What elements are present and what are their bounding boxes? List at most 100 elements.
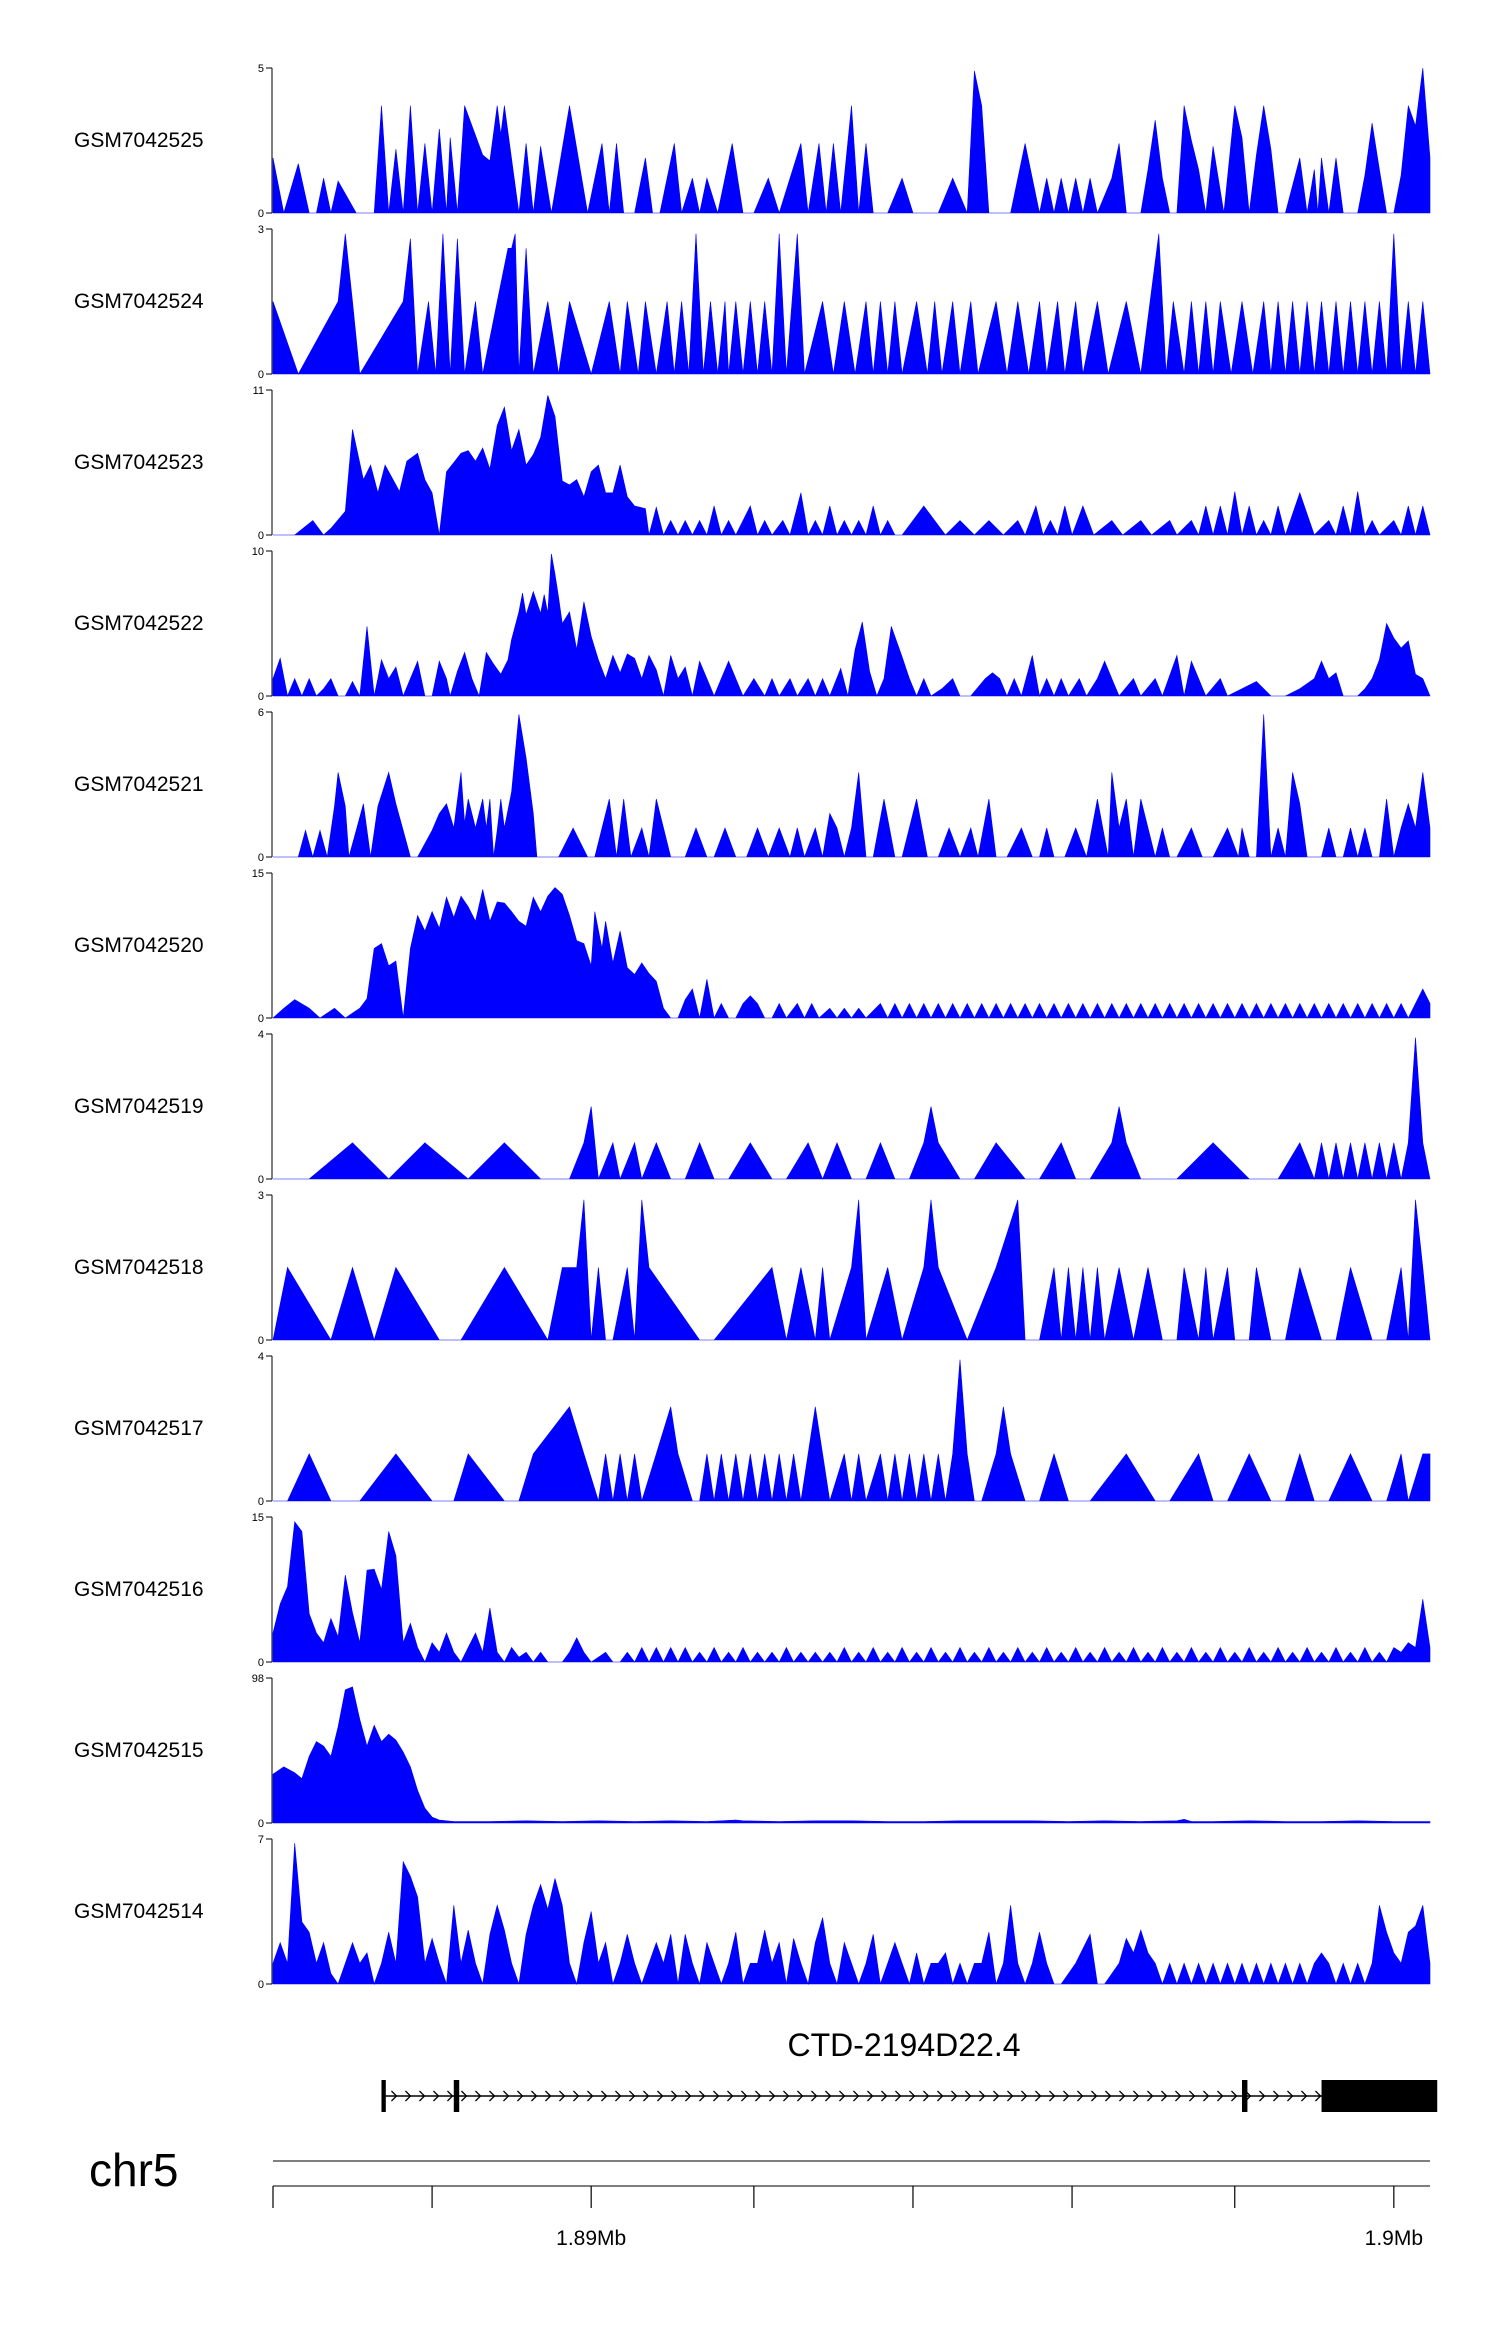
strand-arrow [1203,2090,1210,2102]
strand-arrow [1077,2090,1084,2102]
coverage-area [272,67,1431,215]
track: GSM7042515 98 0 [74,1673,1431,1830]
strand-arrow [1091,2090,1098,2102]
chromosome-label: chr5 [89,2144,178,2196]
strand-arrow [853,2090,860,2102]
coverage-area [273,1037,1431,1181]
coverage-area [273,395,1431,537]
strand-arrow [713,2090,720,2102]
axis-tick-label: 1.9Mb [1365,2227,1423,2250]
strand-arrow [629,2090,636,2102]
genomic-axis: 1.89Mb 1.9Mb [272,2186,1423,2250]
strand-arrow [1049,2090,1056,2102]
y-min-label: 0 [258,530,264,542]
track-label: GSM7042519 [74,1095,204,1118]
strand-arrow [559,2090,566,2102]
strand-arrow [461,2090,468,2102]
track: GSM7042523 11 0 [74,385,1431,542]
strand-arrow [1105,2090,1112,2102]
strand-arrow [657,2090,664,2102]
strand-arrow [1119,2090,1126,2102]
strand-arrow [475,2090,482,2102]
y-min-label: 0 [258,1174,264,1186]
strand-arrow [433,2090,440,2102]
strand-arrow [405,2090,412,2102]
strand-arrow [447,2090,454,2102]
y-max-label: 15 [252,868,264,880]
track-label: GSM7042523 [74,451,204,474]
track: GSM7042514 7 0 [74,1834,1431,1991]
strand-arrow [797,2090,804,2102]
track-label: GSM7042525 [74,129,204,152]
strand-arrow [1301,2090,1308,2102]
y-max-label: 4 [258,1029,264,1041]
coverage-area [272,1521,1431,1663]
strand-arrow [545,2090,552,2102]
coverage-area [272,233,1431,376]
y-min-label: 0 [258,1657,264,1669]
track: GSM7042522 10 0 [74,546,1431,703]
track: GSM7042518 3 0 [74,1190,1431,1347]
track: GSM7042516 15 0 [74,1512,1431,1669]
strand-arrow [937,2090,944,2102]
strand-arrow [839,2090,846,2102]
strand-arrow [895,2090,902,2102]
track: GSM7042525 5 0 [74,63,1431,220]
y-max-label: 10 [252,546,264,558]
y-max-label: 15 [252,1512,264,1524]
y-max-label: 11 [253,385,264,397]
coverage-area [272,1199,1431,1342]
axis-tick-label: 1.89Mb [556,2227,626,2250]
strand-arrow [1147,2090,1154,2102]
track-label: GSM7042522 [74,612,204,635]
track-label: GSM7042524 [74,290,204,313]
strand-arrow [783,2090,790,2102]
strand-arrow [1035,2090,1042,2102]
strand-arrow [979,2090,986,2102]
strand-arrow [909,2090,916,2102]
track: GSM7042519 4 0 [74,1029,1431,1186]
coverage-area [272,553,1431,698]
y-min-label: 0 [258,1818,264,1830]
y-min-label: 0 [258,1013,264,1025]
track: GSM7042517 4 0 [74,1351,1431,1508]
track-label: GSM7042514 [74,1900,204,1923]
strand-arrow [825,2090,832,2102]
strand-arrow [1021,2090,1028,2102]
y-min-label: 0 [258,852,264,864]
y-max-label: 4 [258,1351,264,1363]
y-max-label: 3 [258,224,264,236]
strand-arrow [643,2090,650,2102]
gene-model: CTD-2194D22.4 [381,2027,1438,2112]
strand-arrow [1189,2090,1196,2102]
strand-arrow [867,2090,874,2102]
strand-arrow [1259,2090,1266,2102]
y-min-label: 0 [258,369,264,381]
track-label: GSM7042518 [74,1256,204,1279]
strand-arrow [923,2090,930,2102]
y-max-label: 5 [258,63,264,75]
track-label: GSM7042516 [74,1578,204,1601]
strand-arrow [965,2090,972,2102]
strand-arrow [685,2090,692,2102]
track: GSM7042524 3 0 [74,224,1431,381]
y-max-label: 7 [258,1834,264,1846]
gene-name-label: CTD-2194D22.4 [788,2027,1021,2063]
strand-arrow [1175,2090,1182,2102]
strand-arrow [881,2090,888,2102]
track-label: GSM7042521 [74,773,204,796]
strand-arrow [615,2090,622,2102]
strand-arrow [811,2090,818,2102]
strand-arrow [769,2090,776,2102]
coverage-area [273,714,1431,859]
coverage-area [273,1359,1431,1502]
strand-arrow [1063,2090,1070,2102]
track-label: GSM7042517 [74,1417,204,1440]
strand-arrow [1133,2090,1140,2102]
y-max-label: 98 [252,1673,264,1685]
exon [1321,2080,1438,2112]
y-min-label: 0 [258,208,264,220]
y-min-label: 0 [258,1496,264,1508]
coverage-area [272,1843,1431,1986]
